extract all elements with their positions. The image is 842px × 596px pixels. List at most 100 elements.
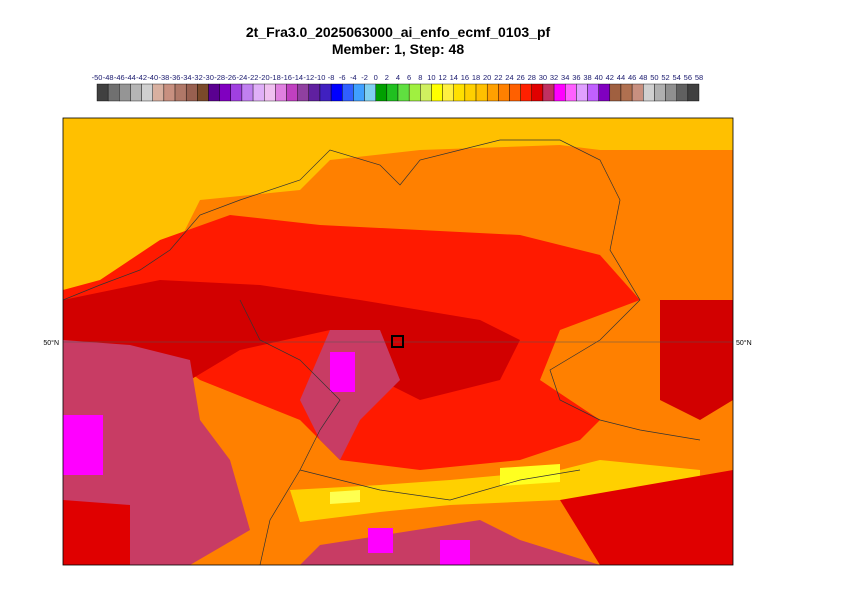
colorbar-label: 50	[650, 73, 658, 82]
colorbar-label: -46	[114, 73, 125, 82]
colorbar-swatch	[631, 83, 644, 102]
colorbar-label: 24	[505, 73, 513, 82]
colorbar-label: 20	[483, 73, 491, 82]
colorbar-label: 12	[438, 73, 446, 82]
border	[299, 469, 581, 501]
colorbar-swatch	[264, 83, 276, 102]
colorbar-swatch	[141, 83, 153, 102]
colorbar-label: 2	[385, 73, 389, 82]
colorbar-swatch	[197, 83, 209, 102]
colorbar-label: -4	[350, 73, 357, 82]
colorbar: -50 -48 -46 -44 -42 -40 -38 -36 -34 -32 -30 -28 -26-…	[92, 73, 703, 102]
latitude-label: 50°N	[736, 339, 752, 347]
colorbar-swatch	[241, 83, 254, 102]
colorbar-swatch	[252, 83, 265, 102]
colorbar-swatch	[687, 83, 700, 102]
colorbar-swatch	[152, 83, 165, 102]
colorbar-label: -12	[303, 73, 314, 82]
colorbar-swatch	[654, 83, 666, 102]
colorbar-swatch	[453, 83, 466, 102]
colorbar-label: -8	[328, 73, 335, 82]
colorbar-swatch	[464, 83, 477, 102]
colorbar-label: -44	[125, 73, 136, 82]
colorbar-swatch	[565, 83, 577, 102]
colorbar-label: 44	[617, 73, 625, 82]
colorbar-label: -14	[292, 73, 303, 82]
colorbar-swatch	[286, 83, 298, 102]
colorbar-swatch	[275, 83, 287, 102]
colorbar-swatch	[665, 83, 677, 102]
colorbar-label: 10	[427, 73, 435, 82]
colorbar-label: -34	[181, 73, 192, 82]
title: 2t_Fra3.0_2025063000_ai_enfo_ecmf_0103_p…	[246, 24, 551, 40]
colorbar-label: 14	[450, 73, 458, 82]
colorbar-label: -20	[259, 73, 270, 82]
colorbar-label: -30	[203, 73, 214, 82]
field-magenta	[368, 528, 393, 553]
colorbar-label: 56	[684, 73, 692, 82]
colorbar-label: -32	[192, 73, 203, 82]
colorbar-label: 36	[572, 73, 580, 82]
colorbar-swatch	[375, 83, 388, 102]
colorbar-label: 48	[639, 73, 647, 82]
colorbar-label: 4	[396, 73, 400, 82]
colorbar-swatch	[509, 83, 521, 102]
colorbar-label: 40	[594, 73, 602, 82]
colorbar-swatch	[163, 83, 176, 102]
colorbar-swatch	[353, 83, 365, 102]
colorbar-swatch	[587, 83, 599, 102]
field-lightyellow	[500, 464, 560, 486]
colorbar-label: -36	[170, 73, 181, 82]
colorbar-swatch	[119, 83, 131, 102]
colorbar-swatch	[520, 83, 532, 102]
field-yellow	[63, 118, 733, 290]
colorbar-label: -48	[103, 73, 114, 82]
colorbar-label: -6	[339, 73, 346, 82]
field-darkred	[660, 300, 733, 420]
colorbar-label: 42	[606, 73, 614, 82]
colorbar-label: -38	[158, 73, 169, 82]
colorbar-label: 34	[561, 73, 569, 82]
colorbar-label: 18	[472, 73, 480, 82]
colorbar-label: -50	[92, 73, 103, 82]
colorbar-swatch	[330, 83, 343, 102]
colorbar-label: -42	[136, 73, 147, 82]
colorbar-swatch	[408, 83, 421, 102]
colorbar-swatch	[531, 83, 544, 102]
colorbar-label: 26	[516, 73, 524, 82]
field-gold	[290, 460, 700, 522]
colorbar-swatch	[643, 83, 655, 102]
border	[63, 139, 701, 441]
colorbar-swatch	[553, 83, 566, 102]
colorbar-label: 58	[695, 73, 703, 82]
colorbar-label: -26	[225, 73, 236, 82]
colorbar-label: 0	[374, 73, 378, 82]
latitude-label: 50°N	[43, 339, 59, 347]
colorbar-swatch	[498, 83, 510, 102]
colorbar-swatch	[107, 83, 120, 102]
colorbar-swatch	[609, 83, 622, 102]
colorbar-swatch	[308, 83, 321, 102]
colorbar-swatch	[475, 83, 488, 102]
colorbar-label: -24	[237, 73, 248, 82]
colorbar-swatch	[319, 83, 332, 102]
colorbar-swatch	[230, 83, 243, 102]
colorbar-swatch	[442, 83, 454, 102]
colorbar-swatch	[386, 83, 399, 102]
colorbar-swatch	[431, 83, 443, 102]
temperature-field	[63, 118, 733, 565]
colorbar-label: 22	[494, 73, 502, 82]
colorbar-swatch	[342, 83, 354, 102]
colorbar-swatch	[486, 83, 499, 102]
colorbar-label: -16	[281, 73, 292, 82]
subtitle: Member: 1, Step: 48	[332, 41, 464, 57]
colorbar-label: 8	[418, 73, 422, 82]
colorbar-label: -22	[248, 73, 259, 82]
colorbar-label: 54	[673, 73, 681, 82]
field-magenta	[440, 540, 470, 565]
border	[239, 299, 341, 565]
colorbar-label: 32	[550, 73, 558, 82]
map: 50°N 50°N	[43, 117, 752, 566]
colorbar-label: 38	[583, 73, 591, 82]
